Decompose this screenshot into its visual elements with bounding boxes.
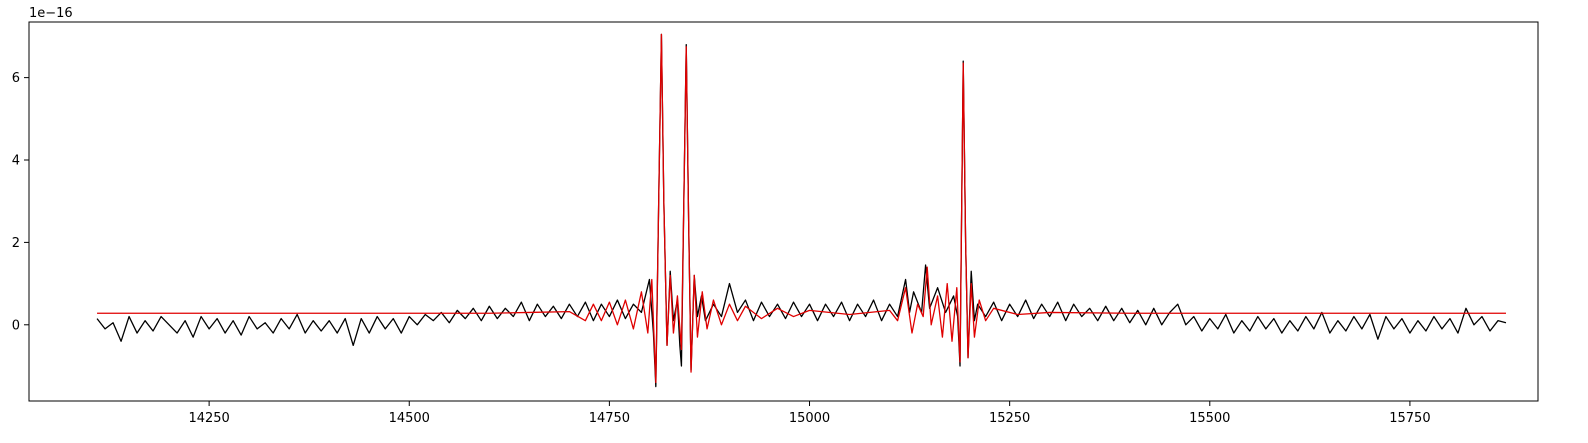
y-offset-label: 1e−16 xyxy=(29,6,73,21)
series-line-black xyxy=(96,33,1507,388)
x-tick-label: 15750 xyxy=(1389,411,1430,426)
plot-frame xyxy=(28,21,1539,402)
y-tick-label: 2 xyxy=(12,236,20,251)
y-axis: 0 2 4 6 xyxy=(12,71,29,333)
x-tick-label: 15250 xyxy=(989,411,1030,426)
y-tick-label: 4 xyxy=(12,154,20,169)
y-tick-label: 6 xyxy=(12,71,20,86)
x-axis: 14250 14500 14750 15000 15250 15500 15750 xyxy=(188,401,1431,426)
x-tick-label: 15000 xyxy=(789,411,830,426)
x-tick-label: 14250 xyxy=(188,411,229,426)
x-tick-label: 15500 xyxy=(1189,411,1230,426)
y-tick-label: 0 xyxy=(12,318,20,333)
x-tick-label: 14750 xyxy=(589,411,630,426)
series-layer xyxy=(96,33,1507,388)
x-tick-label: 14500 xyxy=(389,411,430,426)
series-line-red xyxy=(97,33,1506,384)
